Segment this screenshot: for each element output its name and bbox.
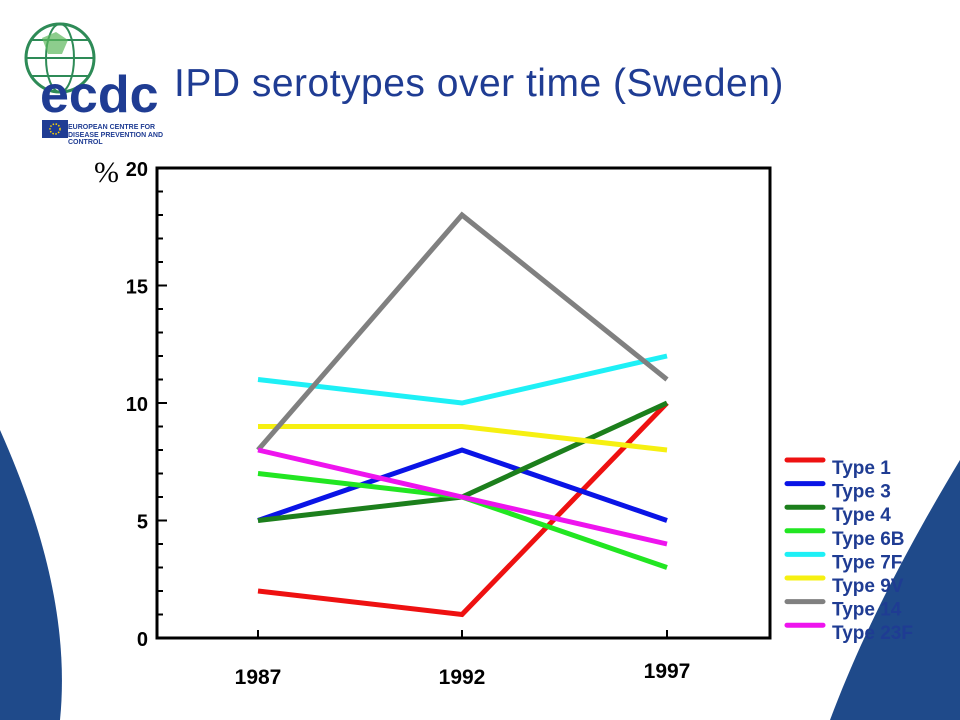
y-tick-label: 15 <box>126 277 148 299</box>
series-line-type-1 <box>257 401 669 618</box>
legend-label: Type 9V <box>832 576 904 597</box>
legend-label: Type 4 <box>832 505 891 526</box>
x-tick-label: 1992 <box>439 666 486 689</box>
right-wave-decoration <box>830 460 960 720</box>
logo-subtitle-line: EUROPEAN CENTRE FOR <box>68 124 156 131</box>
series-line-type-14 <box>256 211 669 452</box>
legend-label: Type 1 <box>832 458 891 479</box>
series-line-type-9v <box>258 424 668 453</box>
logo-subtitle-line: CONTROL <box>68 139 103 146</box>
legend-label: Type 3 <box>832 482 891 503</box>
ecdc-logo: ecdc <box>12 10 162 150</box>
legend-label: Type 7F <box>832 552 902 573</box>
series-line-type-6b <box>257 471 668 570</box>
ecdc-wordmark-text: ecdc <box>40 66 159 122</box>
legend-label: Type 6B <box>832 529 905 550</box>
y-tick-label: 5 <box>137 512 148 534</box>
series-line-type-3 <box>257 447 668 523</box>
page-title: IPD serotypes over time (Sweden) <box>174 62 784 105</box>
legend-label: Type 23F <box>832 623 913 644</box>
y-axis-label: % <box>94 156 119 189</box>
x-tick-label: 1997 <box>644 660 691 683</box>
left-wave-decoration <box>0 430 62 720</box>
y-tick-label: 10 <box>126 394 148 416</box>
legend-label: Type 14 <box>832 600 902 621</box>
logo-subtitle: EUROPEAN CENTRE FOR DISEASE PREVENTION A… <box>68 124 168 147</box>
series-line-type-23f <box>257 447 668 547</box>
y-tick-label: 20 <box>126 159 148 181</box>
x-tick-label: 1987 <box>235 666 282 689</box>
series-line-type-7f <box>257 353 668 406</box>
logo-subtitle-line: DISEASE PREVENTION AND <box>68 131 164 139</box>
y-tick-label: 0 <box>137 629 148 651</box>
globe-icon <box>24 22 96 138</box>
ecdc-wordmark: ecdc <box>40 66 159 122</box>
